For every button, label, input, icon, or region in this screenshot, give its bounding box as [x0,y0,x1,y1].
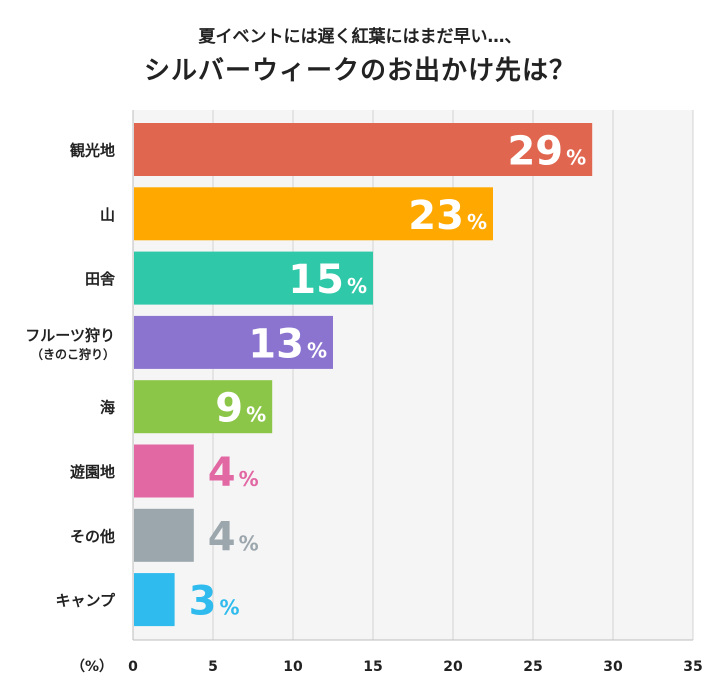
bar [134,444,194,498]
bar [134,123,593,176]
x-tick-label: 25 [523,659,542,675]
x-tick-label: 0 [128,659,138,675]
x-axis-label: （%） [71,659,113,675]
data-label: 4% [208,514,259,560]
category-label: 海 [100,399,115,417]
category-label: 田舎 [85,270,116,288]
bar [134,573,175,627]
bar [134,315,333,369]
x-tick-label: 10 [283,659,303,675]
data-label: 15% [288,257,367,303]
x-tick-label: 35 [683,659,702,675]
data-label: 4% [208,450,259,496]
category-label: その他 [70,527,115,545]
category-sublabel: （きのこ狩り） [31,346,115,361]
data-label: 29% [507,129,586,175]
x-tick-label: 5 [208,659,218,675]
bar [134,380,273,434]
chart-title: シルバーウィークのお出かけ先は？ [143,56,576,86]
category-label: 山 [100,206,115,224]
data-label: 9% [215,386,266,432]
data-label: 13% [248,321,327,367]
category-label: 観光地 [70,142,115,160]
bar [134,187,493,241]
chart-subtitle: 夏イベントには遅く紅葉にはまだ早い…、 [198,27,522,47]
x-tick-label: 20 [443,659,463,675]
data-label: 23% [408,193,487,239]
bar [134,251,373,305]
data-label: 3% [189,579,240,625]
category-label: 遊園地 [70,463,115,481]
bar [134,508,194,562]
x-tick-label: 15 [363,659,382,675]
category-label: キャンプ [55,592,116,610]
category-label: フルーツ狩り [25,326,115,344]
x-tick-label: 30 [603,659,623,675]
